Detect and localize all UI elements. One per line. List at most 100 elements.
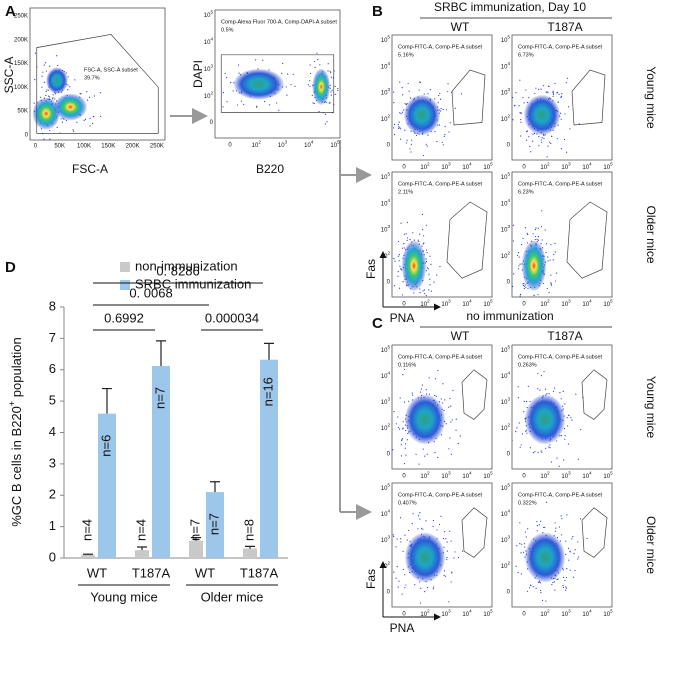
event-dot — [93, 115, 95, 118]
event-dot — [524, 226, 527, 229]
event-dot — [443, 409, 445, 412]
gate-percent: 0.116% — [398, 362, 416, 368]
event-dot — [425, 294, 427, 297]
bar — [189, 540, 203, 558]
tick-label: 104 — [582, 471, 592, 480]
tick-label: 102 — [381, 561, 391, 570]
event-dot — [550, 282, 552, 284]
y-tick-label: 6 — [49, 361, 56, 376]
x-axis-label: FSC-A — [72, 162, 108, 176]
event-dot — [400, 268, 402, 270]
panel-label: D — [5, 259, 16, 276]
event-dot — [425, 143, 427, 145]
event-dot — [541, 137, 543, 139]
event-dot — [525, 286, 527, 289]
event-dot — [577, 558, 579, 560]
tick-exp: 4 — [507, 61, 510, 66]
event-dot — [552, 93, 555, 96]
event-dot — [561, 93, 563, 95]
event-dot — [396, 566, 398, 568]
tick-label: 104 — [501, 509, 511, 518]
event-dot — [561, 405, 564, 407]
event-dot — [547, 92, 549, 94]
gate-name: Comp-FITC-A, Comp-PE-A subset — [518, 44, 603, 50]
y-axis-label: DAPI — [191, 60, 205, 88]
density — [512, 77, 580, 158]
tick-base: 10 — [501, 512, 508, 518]
event-dot — [429, 88, 431, 91]
event-dot — [392, 449, 394, 451]
tick-label: 103 — [501, 87, 511, 96]
tick-base: 10 — [501, 201, 508, 207]
event-dot — [312, 102, 314, 104]
tick-label: 0 — [522, 612, 526, 618]
event-dot — [513, 273, 515, 275]
event-dot — [398, 428, 401, 430]
tick-base: 10 — [441, 165, 448, 171]
event-dot — [337, 87, 339, 90]
event-dot — [404, 447, 406, 449]
event-dot — [562, 576, 565, 578]
tick-base: 10 — [582, 474, 589, 480]
event-dot — [407, 82, 409, 85]
panel-label: C — [372, 315, 383, 332]
event-dot — [444, 125, 446, 128]
tick-exp: 4 — [507, 371, 510, 376]
event-dot — [40, 96, 42, 98]
event-dot — [423, 242, 425, 244]
event-dot — [334, 85, 336, 88]
event-dot — [555, 527, 557, 529]
tick-exp: 2 — [507, 561, 510, 566]
tick-base: 10 — [501, 348, 508, 354]
event-dot — [515, 565, 517, 567]
flow-plot: Comp-Alexa Fluor 700-A, Comp-DAPI-A subs… — [214, 9, 341, 139]
event-dot — [546, 156, 548, 158]
error-bar — [245, 545, 255, 549]
event-dot — [461, 550, 464, 552]
event-dot — [519, 295, 521, 297]
legend-label: non-immunization — [135, 258, 238, 273]
n-label: n=6 — [98, 435, 113, 457]
event-dot — [402, 94, 404, 96]
event-dot — [65, 72, 67, 74]
density-blob — [405, 532, 445, 583]
event-dot — [540, 591, 542, 594]
event-dot — [450, 453, 452, 455]
tick-exp: 5 — [610, 299, 613, 304]
event-dot — [529, 447, 531, 449]
event-dot — [556, 272, 558, 274]
event-dot — [457, 556, 460, 559]
event-dot — [425, 224, 427, 226]
event-dot — [99, 115, 102, 117]
event-dot — [316, 52, 318, 54]
event-dot — [72, 130, 75, 132]
event-dot — [509, 242, 510, 243]
bar — [81, 554, 95, 558]
tick-base: 10 — [381, 38, 388, 44]
tick-label: 104 — [582, 609, 592, 618]
event-dot — [526, 232, 528, 234]
event-dot — [42, 71, 44, 73]
tick-label: 104 — [381, 61, 391, 70]
event-dot — [565, 540, 567, 542]
event-dot — [448, 448, 450, 450]
event-dot — [566, 568, 568, 570]
x-tick-label: WT — [87, 565, 107, 580]
event-dot — [554, 280, 557, 282]
event-dot — [403, 109, 405, 111]
event-dot — [534, 238, 536, 241]
event-dot — [422, 528, 424, 530]
event-dot — [60, 118, 62, 120]
event-dot — [425, 258, 427, 260]
event-dot — [419, 512, 421, 514]
event-dot — [446, 541, 448, 543]
tick-label: 102 — [420, 162, 430, 171]
event-dot — [437, 102, 439, 104]
event-dot — [313, 102, 315, 105]
event-dot — [556, 138, 558, 140]
tick-exp: 2 — [547, 299, 550, 304]
event-dot — [409, 148, 411, 150]
event-dot — [438, 94, 440, 97]
event-dot — [522, 237, 524, 239]
tick-exp: 2 — [507, 423, 510, 428]
